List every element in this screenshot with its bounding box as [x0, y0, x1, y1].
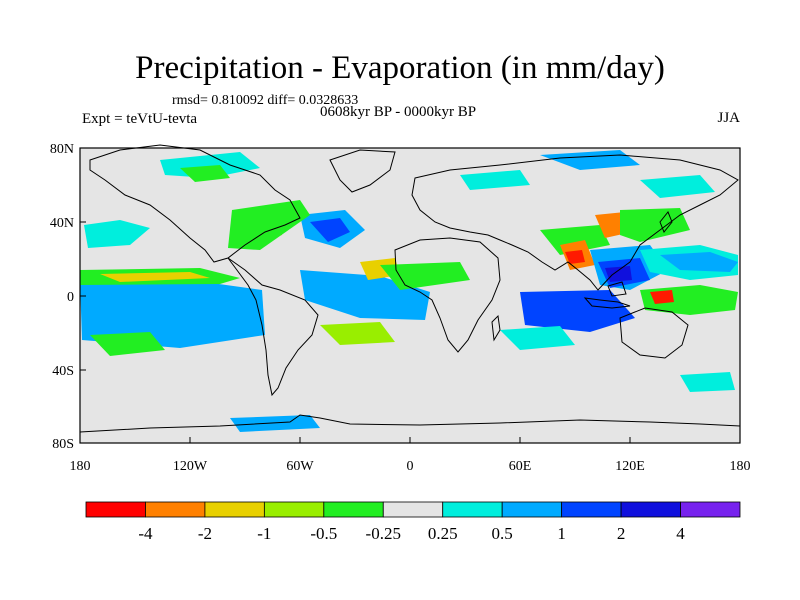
field-region-yellow: [100, 272, 210, 282]
field-region-lightblue: [230, 415, 320, 432]
field-region-lime: [320, 322, 395, 345]
field-region-lightblue: [80, 280, 265, 348]
field-region-cyan: [500, 326, 575, 350]
longitude-tick-label: 180: [730, 459, 751, 474]
period-label: 0608kyr BP - 0000kyr BP: [320, 104, 477, 120]
colorbar-label: -1: [257, 524, 271, 543]
field-region-darkblue: [605, 266, 632, 282]
coastlines: [79, 144, 741, 433]
field-region-green: [180, 165, 230, 182]
longitude-tick-label: 60E: [509, 459, 532, 474]
colorbar-box: [442, 501, 503, 518]
colorbar-box: [263, 501, 325, 518]
field-region-green: [540, 225, 610, 255]
field-region-green: [228, 200, 310, 250]
stats-label: rmsd= 0.810092 diff= 0.0328633: [172, 93, 359, 108]
field-region-cyan: [680, 372, 735, 392]
longitude-tick-label: 120W: [173, 459, 208, 474]
experiment-label: Expt = teVtU-tevta: [82, 111, 198, 127]
coastline-greenland: [329, 149, 396, 193]
colorbar-box: [382, 501, 444, 518]
coastline-north-america: [89, 144, 301, 263]
coastline-eurasia: [411, 154, 739, 291]
field-region-red: [650, 290, 674, 304]
field-region-cyan: [84, 220, 150, 248]
colorbar-label: 2: [617, 524, 626, 543]
colorbar-label: 4: [676, 524, 685, 543]
colorbar-box: [680, 501, 741, 518]
colorbar-box: [145, 501, 206, 518]
coastline-japan: [659, 211, 673, 233]
latitude-tick-label: 0: [67, 290, 74, 305]
colorbar-label: -0.5: [310, 524, 337, 543]
field-region-green: [90, 332, 165, 356]
colorbar-label: -4: [138, 524, 153, 543]
longitude-tick-label: 120E: [615, 459, 645, 474]
colorbar-label: -0.25: [366, 524, 401, 543]
season-label: JJA: [717, 110, 740, 126]
colorbar-label: 0.25: [428, 524, 458, 543]
coastline-borneo: [607, 281, 627, 297]
latitude-tick-label: 80S: [52, 437, 74, 452]
coastline-indonesia: [583, 297, 631, 309]
longitude-tick-label: 180: [70, 459, 91, 474]
colorbar-box: [620, 501, 681, 518]
field-region-lightblue: [660, 252, 738, 272]
map-title: Precipitation - Evaporation (in mm/day): [135, 50, 665, 86]
colorbar-box: [85, 501, 146, 518]
colorbar-label: 0.5: [492, 524, 513, 543]
colorbar-box: [501, 501, 563, 518]
colorbar-box: [204, 501, 265, 518]
colorbar-label: -2: [198, 524, 212, 543]
coastline-antarctica: [79, 414, 741, 433]
latitude-tick-label: 40N: [50, 216, 74, 231]
coastline-madagascar: [491, 314, 501, 342]
coastline-australia: [619, 307, 689, 359]
colorbar-labels: -4 -2 -1 -0.5 -0.25 0.25 0.5 1 2 4: [138, 524, 685, 543]
field-region-blue: [310, 218, 350, 242]
colorbar-box: [323, 501, 384, 518]
longitude-ticks: 180 120W 60W 0 60E 120E 180: [70, 437, 751, 474]
field-region-red: [565, 250, 585, 264]
coastline-south-america: [227, 257, 319, 397]
field-region-green: [620, 208, 690, 242]
colorbar-label: 1: [557, 524, 566, 543]
longitude-tick-label: 60W: [286, 459, 314, 474]
longitude-tick-label: 0: [407, 459, 414, 474]
latitude-ticks: 80N 40N 0 40S 80S: [50, 142, 86, 452]
coastline-africa: [394, 237, 501, 353]
latitude-tick-label: 80N: [50, 142, 74, 157]
field-region-cyan: [640, 175, 715, 198]
field-region-green: [380, 262, 470, 290]
latitude-tick-label: 40S: [52, 364, 74, 379]
colorbar-boxes: [85, 501, 741, 518]
colorbar-box: [561, 501, 622, 518]
field-region-cyan: [460, 170, 530, 190]
